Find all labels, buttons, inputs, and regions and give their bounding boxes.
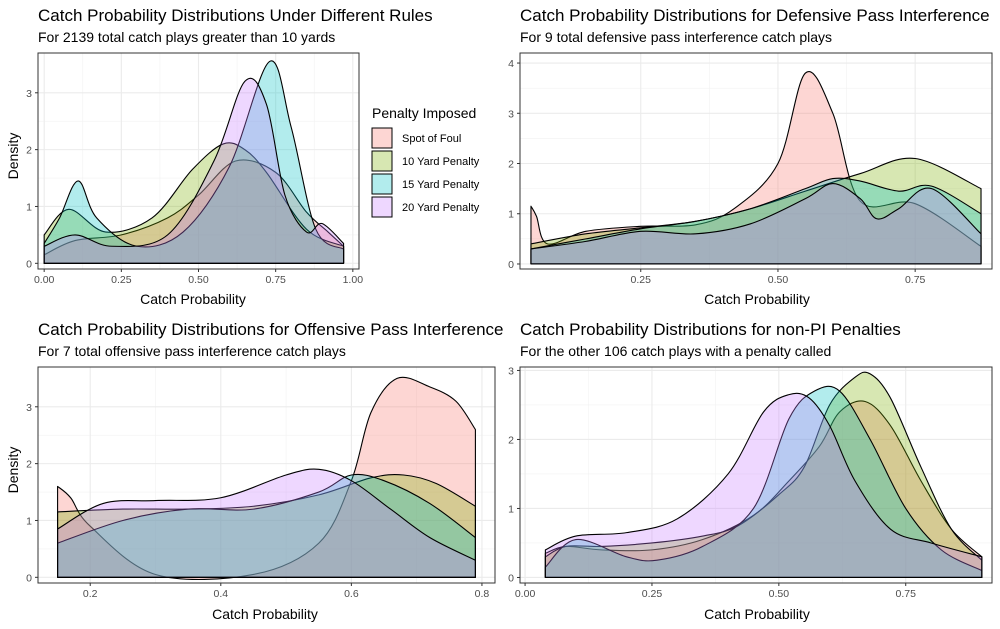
legend-key-20-yard: [371, 196, 393, 218]
panel-4-xlabel: Catch Probability: [704, 606, 810, 622]
y-tick-label: 3: [508, 365, 514, 377]
density-area-20-yard-penalty: [530, 183, 982, 265]
legend-key-10-yard: [371, 150, 393, 172]
density-area-15-yard-penalty: [544, 385, 983, 579]
y-tick-label: 0: [26, 572, 32, 584]
y-tick-label: 2: [508, 434, 514, 446]
plot-background: [38, 367, 495, 583]
x-tick-label: 0.25: [642, 588, 663, 600]
y-tick-label: 0: [508, 572, 514, 584]
legend-label-spot-of-foul: Spot of Foul: [402, 133, 461, 145]
y-tick-label: 4: [508, 58, 514, 70]
x-tick-label: 0.00: [515, 588, 536, 600]
y-tick-label: 3: [26, 402, 32, 414]
density-area-spot-of-foul: [57, 376, 476, 581]
panel-3-title: Catch Probability Distributions for Offe…: [38, 320, 504, 339]
legend-label-10-yard: 10 Yard Penalty: [402, 156, 480, 168]
y-tick-label: 1: [508, 503, 514, 515]
legend-item: 15 Yard Penalty: [371, 173, 480, 195]
legend-key-15-yard: [371, 173, 393, 195]
y-tick-label: 0: [26, 258, 32, 270]
legend-item: 20 Yard Penalty: [371, 196, 480, 218]
density-area-15-yard-penalty: [530, 177, 982, 265]
legend-label-15-yard: 15 Yard Penalty: [402, 179, 480, 191]
plot-layer: 0.00 0.25 0.50 0.75 1.00 0 1 2 3 0.25 0.50 0.75 0 1 2 3…: [26, 52, 993, 600]
panel-border: [519, 366, 993, 584]
y-tick-label: 1: [26, 201, 32, 213]
x-tick-label: 0.4: [213, 588, 228, 600]
x-tick-label: 0.50: [188, 274, 209, 286]
x-tick-label: 0.00: [34, 274, 55, 286]
panel-1-ylabel: Density: [5, 133, 21, 180]
x-tick-label: 0.25: [111, 274, 132, 286]
y-tick-label: 1: [26, 515, 32, 527]
density-area-10-yard-penalty: [43, 142, 345, 264]
density-area-10-yard-penalty: [57, 474, 476, 578]
x-tick-label: 0.25: [631, 274, 652, 286]
y-tick-label: 2: [508, 159, 514, 171]
panel-2-plot: 0.25 0.50 0.75 0 1 2 3 4: [508, 52, 993, 286]
panel-2-title: Catch Probability Distributions for Defe…: [520, 6, 990, 25]
panel-1-title: Catch Probability Distributions Under Di…: [38, 6, 433, 25]
density-area-20-yard-penalty: [544, 392, 983, 579]
legend-key-spot-of-foul: [371, 127, 393, 149]
panel-3-subtitle: For 7 total offensive pass interference …: [38, 343, 346, 359]
density-area-20-yard-penalty: [43, 77, 345, 264]
panel-border: [519, 52, 993, 270]
x-tick-label: 0.75: [905, 274, 926, 286]
panel-2-xlabel: Catch Probability: [704, 291, 810, 307]
x-tick-label: 0.6: [344, 588, 359, 600]
x-tick-label: 0.8: [475, 588, 490, 600]
y-tick-label: 3: [508, 108, 514, 120]
x-tick-label: 0.50: [768, 274, 789, 286]
x-tick-label: 0.2: [83, 588, 98, 600]
y-tick-label: 2: [26, 145, 32, 157]
density-area-spot-of-foul: [43, 159, 345, 264]
y-tick-label: 2: [26, 459, 32, 471]
legend-label-20-yard: 20 Yard Penalty: [402, 202, 480, 214]
y-tick-label: 0: [508, 259, 514, 271]
density-area-15-yard-penalty: [57, 473, 476, 578]
panel-4-subtitle: For the other 106 catch plays with a pen…: [520, 343, 831, 359]
panel-1-subtitle: For 2139 total catch plays greater than …: [38, 29, 335, 45]
panel-2-subtitle: For 9 total defensive pass interference …: [520, 29, 832, 45]
legend-title: Penalty Imposed: [372, 105, 476, 121]
panel-1-plot: 0.00 0.25 0.50 0.75 1.00 0 1 2 3: [26, 52, 364, 286]
legend-item: Spot of Foul: [371, 127, 461, 149]
x-tick-label: 0.75: [896, 588, 917, 600]
legend-item: 10 Yard Penalty: [371, 150, 480, 172]
panel-3-xlabel: Catch Probability: [212, 606, 318, 622]
y-tick-label: 1: [508, 209, 514, 221]
plot-background: [520, 53, 992, 269]
panel-1-xlabel: Catch Probability: [140, 291, 246, 307]
panel-4-plot: 0.00 0.25 0.50 0.75 0 1 2 3: [508, 365, 993, 600]
panel-border: [37, 52, 360, 270]
density-area-spot-of-foul: [530, 71, 982, 265]
density-area-20-yard-penalty: [57, 468, 476, 578]
panel-border: [37, 366, 496, 584]
panel-3-ylabel: Density: [5, 447, 21, 494]
panel-3-plot: 0.2 0.4 0.6 0.8 0 1 2 3: [26, 366, 496, 600]
x-tick-label: 0.75: [265, 274, 286, 286]
density-area-10-yard-penalty: [544, 371, 983, 579]
panel-4-title: Catch Probability Distributions for non-…: [520, 320, 901, 339]
x-tick-label: 0.50: [769, 588, 790, 600]
y-tick-label: 3: [26, 88, 32, 100]
x-tick-label: 1.00: [343, 274, 364, 286]
